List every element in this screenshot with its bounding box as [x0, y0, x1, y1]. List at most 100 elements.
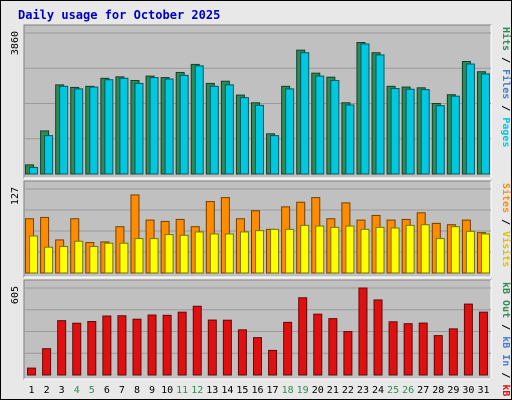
bar-pages-day-6: [104, 79, 114, 175]
x-tick-label-day-16: 16: [251, 385, 263, 396]
bar-pages-day-8: [134, 82, 144, 175]
bar-pages-day-3: [59, 85, 69, 175]
bar-kb-f-day-11: [177, 311, 187, 376]
bar-kb-f-day-27: [418, 322, 428, 376]
x-tick-label-day-10: 10: [161, 385, 173, 396]
bar-visits-day-3: [59, 246, 69, 274]
bar-pages-day-12: [194, 65, 204, 175]
x-tick-label-day-25: 25: [387, 385, 399, 396]
x-tick-label-day-1: 1: [29, 385, 35, 396]
bar-kb-f-day-14: [222, 319, 232, 376]
bar-kb-f-day-13: [207, 319, 217, 376]
x-tick-label-day-22: 22: [342, 385, 354, 396]
x-tick-label-day-9: 9: [149, 385, 155, 396]
bar-kb-f-day-24: [373, 299, 383, 376]
bar-visits-day-4: [74, 240, 84, 274]
bar-kb-f-day-28: [433, 335, 443, 376]
x-tick-label-day-17: 17: [267, 385, 279, 396]
x-tick-label-day-19: 19: [297, 385, 309, 396]
bar-pages-day-13: [209, 85, 219, 175]
bar-pages-day-7: [119, 77, 129, 175]
x-tick-label-day-12: 12: [191, 385, 203, 396]
bar-visits-day-18: [285, 228, 295, 274]
panel-legend: Hits / Files / Pages: [500, 27, 512, 147]
bar-kb-f-day-29: [448, 328, 458, 376]
bar-visits-day-25: [390, 227, 400, 274]
panel-legend: Sites / Visits: [500, 183, 512, 267]
x-tick-label-day-28: 28: [432, 385, 444, 396]
bar-kb-f-day-7: [117, 315, 127, 376]
y-max-label: 3860: [10, 31, 21, 55]
x-tick-label-day-13: 13: [206, 385, 218, 396]
bar-kb-f-day-1: [27, 367, 37, 376]
bar-pages-day-26: [405, 88, 415, 175]
bar-pages-day-2: [44, 135, 54, 175]
bar-visits-day-9: [149, 238, 159, 274]
bar-kb-f-day-12: [192, 305, 202, 376]
bar-kb-f-day-25: [388, 321, 398, 376]
x-tick-label-day-27: 27: [417, 385, 429, 396]
bar-pages-day-15: [239, 97, 249, 175]
x-tick-label-day-24: 24: [372, 385, 384, 396]
legend-part: Visits: [500, 231, 512, 267]
bar-visits-day-12: [194, 231, 204, 274]
x-tick-label-day-8: 8: [134, 385, 140, 396]
bar-pages-day-30: [465, 63, 475, 175]
bar-pages-day-22: [345, 104, 355, 175]
legend-part: kB In: [500, 336, 511, 366]
bar-pages-day-25: [390, 88, 400, 175]
legend-part: /: [500, 99, 511, 117]
bar-visits-day-22: [345, 225, 355, 274]
bar-kb-f-day-4: [72, 322, 82, 376]
legend-part: Pages: [500, 117, 511, 147]
legend-part: kB Out: [500, 282, 511, 318]
bar-kb-f-day-17: [268, 349, 278, 376]
bar-pages-day-17: [270, 135, 280, 175]
panel-2: 127 Sites / Visits: [10, 180, 512, 278]
y-max-label: 605: [10, 286, 21, 304]
x-tick-label-day-18: 18: [282, 385, 294, 396]
legend-part: /: [500, 51, 511, 69]
bar-kb-f-day-9: [147, 314, 157, 376]
bar-kb-f-day-19: [298, 297, 308, 376]
panel-3: 605 kB Out / kB In / kB F: [10, 279, 511, 400]
bar-kb-f-day-15: [237, 329, 247, 376]
x-tick-label-day-11: 11: [176, 385, 188, 396]
bar-pages-day-5: [89, 86, 99, 175]
panel-legend: kB Out / kB In / kB F: [500, 282, 511, 400]
x-tick-label-day-29: 29: [447, 385, 459, 396]
x-tick-label-day-7: 7: [119, 385, 125, 396]
bar-visits-day-1: [29, 235, 39, 274]
bar-kb-f-day-5: [87, 321, 97, 376]
x-tick-label-day-26: 26: [402, 385, 414, 396]
x-tick-label-day-15: 15: [236, 385, 248, 396]
bar-pages-day-21: [330, 79, 340, 175]
bar-visits-day-20: [315, 225, 325, 274]
bar-pages-day-1: [29, 166, 39, 175]
bar-pages-day-14: [224, 84, 234, 175]
bar-kb-f-day-8: [132, 318, 142, 376]
bar-visits-day-8: [134, 238, 144, 274]
bar-pages-day-24: [375, 54, 385, 175]
bar-visits-day-14: [224, 233, 234, 274]
y-max-label: 127: [10, 187, 21, 205]
x-tick-label-day-2: 2: [44, 385, 50, 396]
bar-visits-day-7: [119, 242, 129, 274]
x-tick-label-day-21: 21: [327, 385, 339, 396]
bar-kb-f-day-10: [162, 314, 172, 376]
legend-part: Hits: [500, 27, 512, 51]
bar-visits-day-23: [360, 228, 370, 274]
bar-visits-day-24: [375, 226, 385, 274]
bar-visits-day-29: [450, 226, 460, 274]
chart-title: Daily usage for October 2025: [18, 8, 220, 22]
bar-kb-f-day-30: [463, 303, 473, 376]
bar-pages-day-31: [480, 73, 490, 175]
x-tick-label-day-31: 31: [477, 385, 489, 396]
bar-pages-day-23: [360, 43, 370, 175]
bar-kb-f-day-6: [102, 315, 112, 376]
x-tick-label-day-20: 20: [312, 385, 324, 396]
bar-visits-day-26: [405, 224, 415, 274]
bar-kb-f-day-22: [343, 331, 353, 376]
